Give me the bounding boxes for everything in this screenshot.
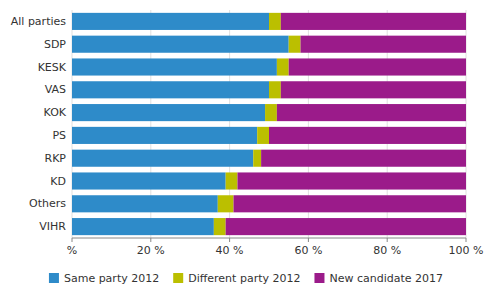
tick-label: 100 % [449, 244, 484, 257]
bar [72, 36, 289, 53]
category-label: All parties [11, 15, 67, 28]
bar [269, 127, 466, 144]
bar [253, 150, 261, 167]
bar [226, 218, 466, 235]
bar [301, 36, 466, 53]
bar [269, 13, 281, 30]
chart: All parties SDP KESK VAS KOK PS RKP KD Others VIH… [0, 0, 492, 302]
tick-label: 40 % [216, 244, 244, 257]
bar [226, 172, 238, 189]
bar [218, 195, 234, 212]
bar [72, 58, 277, 75]
bar [257, 127, 269, 144]
category-label: VAS [45, 83, 66, 96]
legend-label: Different party 2012 [188, 272, 300, 285]
category-label: VIHR [39, 220, 66, 233]
bar [72, 81, 269, 98]
category-label: KESK [38, 61, 67, 74]
bar [277, 58, 289, 75]
bar [237, 172, 466, 189]
legend-swatch [314, 273, 324, 283]
bar [261, 150, 466, 167]
bar [72, 218, 214, 235]
bar [289, 58, 466, 75]
category-label: RKP [45, 152, 67, 165]
bar [281, 81, 466, 98]
tick-mark [466, 238, 467, 242]
bar [269, 81, 281, 98]
legend-label: New candidate 2017 [329, 272, 443, 285]
tick-label: 60 % [294, 244, 322, 257]
category-label: PS [52, 129, 66, 142]
bar [72, 172, 226, 189]
x-axis-line [72, 238, 466, 239]
bar [214, 218, 226, 235]
bar [265, 104, 277, 121]
bar [72, 13, 269, 30]
tick-mark [72, 238, 73, 242]
tick-mark [308, 238, 309, 242]
category-label: KD [50, 175, 66, 188]
legend: Same party 2012 Different party 2012 New c… [49, 272, 443, 285]
tick-label: 20 % [137, 244, 165, 257]
category-label: KOK [44, 106, 67, 119]
bar [281, 13, 466, 30]
bar [289, 36, 301, 53]
category-label: SDP [44, 38, 66, 51]
tick-label: % [67, 244, 77, 257]
tick-mark [229, 238, 230, 242]
category-label: Others [29, 197, 66, 210]
bar [277, 104, 466, 121]
bar [72, 127, 257, 144]
tick-mark [150, 238, 151, 242]
bar [234, 195, 466, 212]
tick-mark [387, 238, 388, 242]
legend-swatch [173, 273, 183, 283]
legend-swatch [49, 273, 59, 283]
tick-label: 80 % [373, 244, 401, 257]
bar [72, 195, 218, 212]
bar [72, 150, 253, 167]
legend-label: Same party 2012 [64, 272, 159, 285]
bar [72, 104, 265, 121]
